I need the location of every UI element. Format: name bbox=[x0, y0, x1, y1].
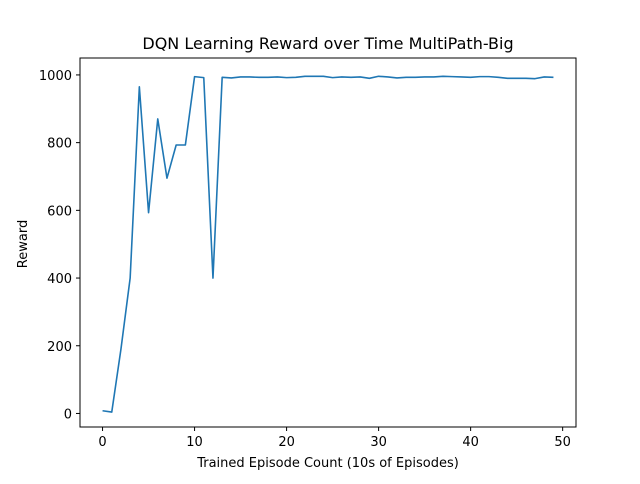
series-line bbox=[102, 75, 554, 413]
chart-title: DQN Learning Reward over Time MultiPath-… bbox=[142, 34, 513, 53]
x-axis-label: Trained Episode Count (10s of Episodes) bbox=[196, 456, 459, 471]
x-tick-label: 40 bbox=[462, 435, 479, 450]
y-tick-label: 200 bbox=[47, 340, 72, 355]
plot-frame bbox=[79, 57, 577, 428]
y-tick-label: 600 bbox=[47, 204, 72, 219]
x-tick-label: 20 bbox=[278, 435, 295, 450]
x-tick-label: 10 bbox=[186, 435, 203, 450]
y-tick-label: 400 bbox=[47, 272, 72, 287]
axis-ticks: 0 10 20 30 40 50 0 200 400 600 800 1000 bbox=[39, 69, 571, 450]
x-tick-label: 0 bbox=[98, 435, 106, 450]
y-tick-label: 0 bbox=[64, 407, 72, 422]
y-axis-label: Reward bbox=[16, 220, 31, 268]
series-layer bbox=[102, 75, 554, 413]
x-tick-label: 50 bbox=[554, 435, 571, 450]
y-tick-label: 1000 bbox=[39, 69, 72, 84]
y-tick-label: 800 bbox=[47, 137, 72, 152]
x-tick-label: 30 bbox=[370, 435, 387, 450]
